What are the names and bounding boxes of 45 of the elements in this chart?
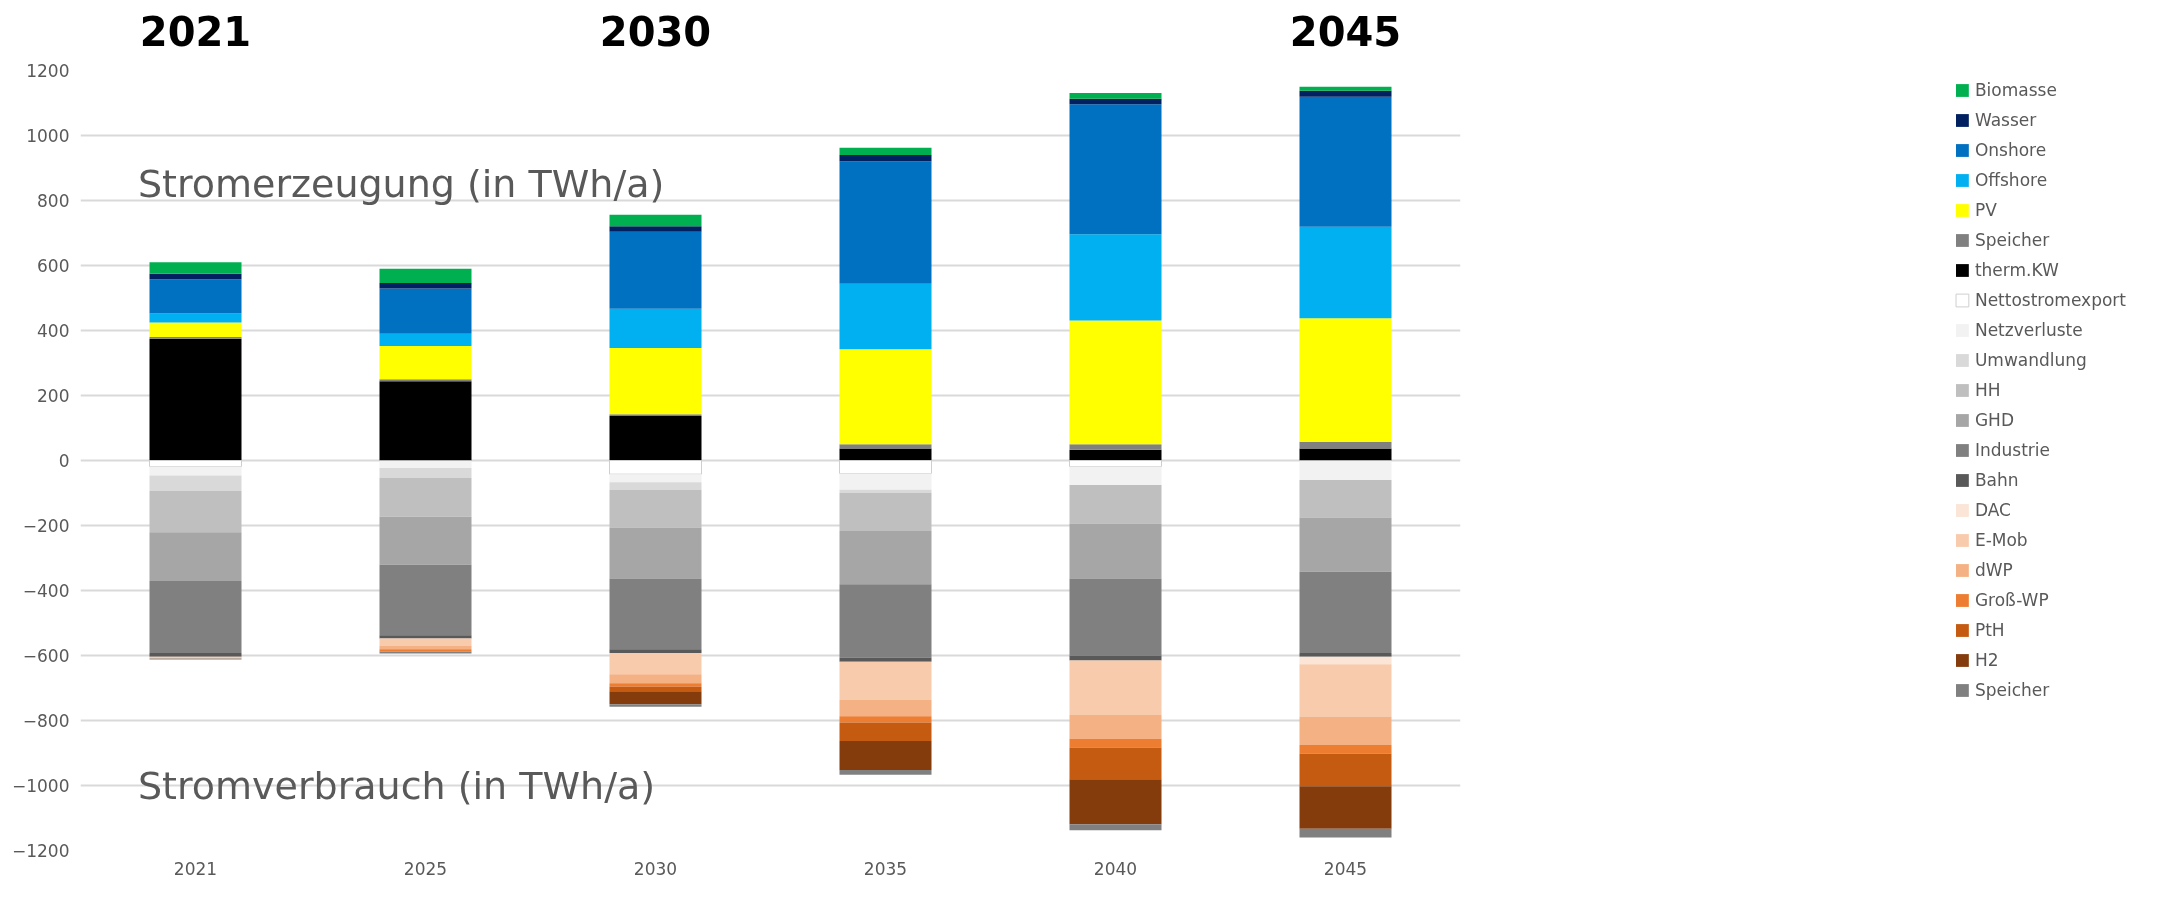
y-tick-label: −800 — [22, 711, 70, 731]
legend-label: GHD — [1974, 410, 2014, 430]
y-tick-label: −400 — [22, 581, 70, 601]
legend-label: H2 — [1974, 650, 1999, 670]
y-tick-label: 1000 — [26, 126, 70, 146]
x-tick-label: 2040 — [1093, 858, 1138, 879]
y-tick-label: −200 — [22, 516, 70, 536]
x-tick-label: 2030 — [633, 858, 678, 879]
legend-label: HH — [1974, 380, 2001, 400]
legend-label: DAC — [1974, 500, 2011, 520]
x-tick-label: 2021 — [173, 858, 218, 879]
text: 2045 — [1289, 8, 1402, 55]
y-tick-label: 400 — [37, 321, 70, 341]
y-tick-label: 800 — [37, 191, 70, 211]
legend-label: Nettostromexport — [1974, 290, 2126, 310]
legend-label: Bahn — [1974, 470, 2019, 490]
legend-label: Netzverluste — [1974, 320, 2083, 340]
legend-label: Offshore — [1974, 170, 2048, 190]
annotation: Stromerzeugung (in TWh/a) — [138, 162, 665, 207]
legend-label: dWP — [1974, 560, 2013, 580]
x-tick-label: 2025 — [403, 858, 448, 879]
legend-label: Industrie — [1974, 440, 2050, 460]
y-tick-label: −1200 — [11, 841, 70, 861]
y-tick-label: 600 — [37, 256, 70, 276]
x-tick-label: 2035 — [863, 858, 908, 879]
legend-label: Umwandlung — [1974, 350, 2087, 370]
y-tick-label: −1000 — [11, 776, 70, 796]
legend-label: therm.KW — [1974, 260, 2059, 280]
legend-label: E-Mob — [1974, 530, 2028, 550]
legend-label: Biomasse — [1974, 80, 2057, 100]
x-tick-label: 2045 — [1323, 858, 1368, 879]
text: 2030 — [599, 8, 712, 55]
legend-label: Speicher — [1974, 680, 2050, 700]
legend-label: PtH — [1974, 620, 2005, 640]
text: 2021 — [139, 8, 252, 55]
y-tick-label: 1200 — [26, 61, 70, 81]
y-tick-label: 0 — [58, 451, 70, 471]
annotation: Stromverbrauch (in TWh/a) — [138, 763, 656, 808]
y-tick-label: 200 — [37, 386, 70, 406]
y-tick-label: −600 — [22, 646, 70, 666]
legend-label: Onshore — [1974, 140, 2047, 160]
legend-label: Groß-WP — [1974, 590, 2049, 610]
legend-label: Wasser — [1974, 110, 2037, 130]
legend-label: PV — [1974, 200, 1997, 220]
legend-label: Speicher — [1974, 230, 2050, 250]
